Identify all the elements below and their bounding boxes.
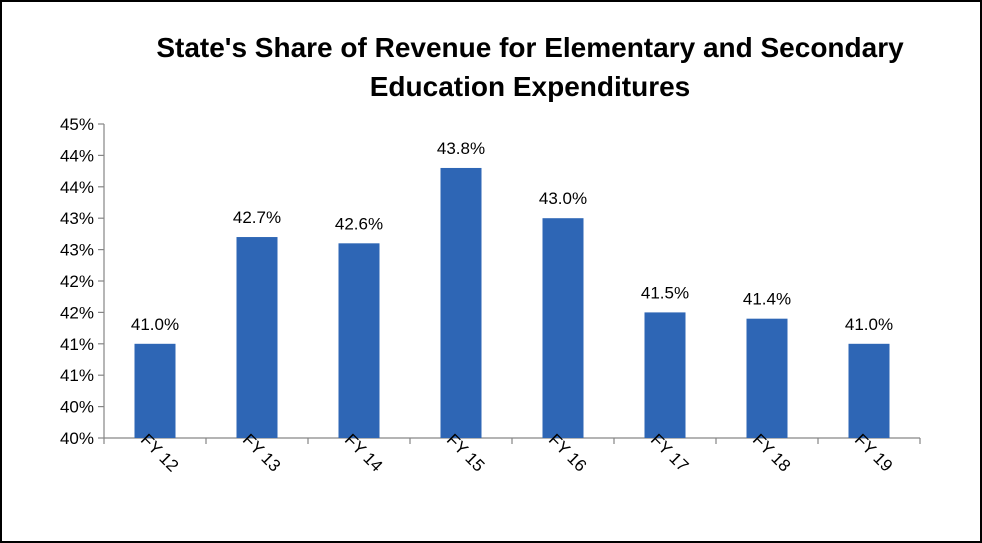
y-tick-label: 41% xyxy=(60,335,94,354)
y-tick-label: 44% xyxy=(60,178,94,197)
bar xyxy=(338,243,380,438)
y-tick-label: 45% xyxy=(60,115,94,134)
bar xyxy=(542,218,584,438)
data-label: 42.7% xyxy=(233,208,281,227)
data-label: 41.4% xyxy=(743,290,791,309)
data-label: 41.0% xyxy=(845,315,893,334)
data-label: 41.5% xyxy=(641,283,689,302)
y-tick-label: 40% xyxy=(60,398,94,417)
chart-title-line-1: State's Share of Revenue for Elementary … xyxy=(156,32,904,63)
data-label: 42.6% xyxy=(335,214,383,233)
y-tick-label: 40% xyxy=(60,429,94,448)
data-label: 41.0% xyxy=(131,315,179,334)
y-tick-label: 42% xyxy=(60,303,94,322)
y-tick-label: 42% xyxy=(60,272,94,291)
data-label: 43.8% xyxy=(437,139,485,158)
bar xyxy=(440,167,482,438)
bar xyxy=(746,318,788,438)
y-tick-label: 44% xyxy=(60,146,94,165)
bar xyxy=(644,312,686,438)
bar xyxy=(848,343,890,438)
y-tick-label: 43% xyxy=(60,209,94,228)
bar xyxy=(134,343,176,438)
y-tick-label: 43% xyxy=(60,241,94,260)
bar xyxy=(236,237,278,438)
chart-title-line-2: Education Expenditures xyxy=(369,71,691,102)
y-tick-label: 41% xyxy=(60,366,94,385)
data-label: 43.0% xyxy=(539,189,587,208)
chart-title: State's Share of Revenue for Elementary … xyxy=(100,28,960,106)
